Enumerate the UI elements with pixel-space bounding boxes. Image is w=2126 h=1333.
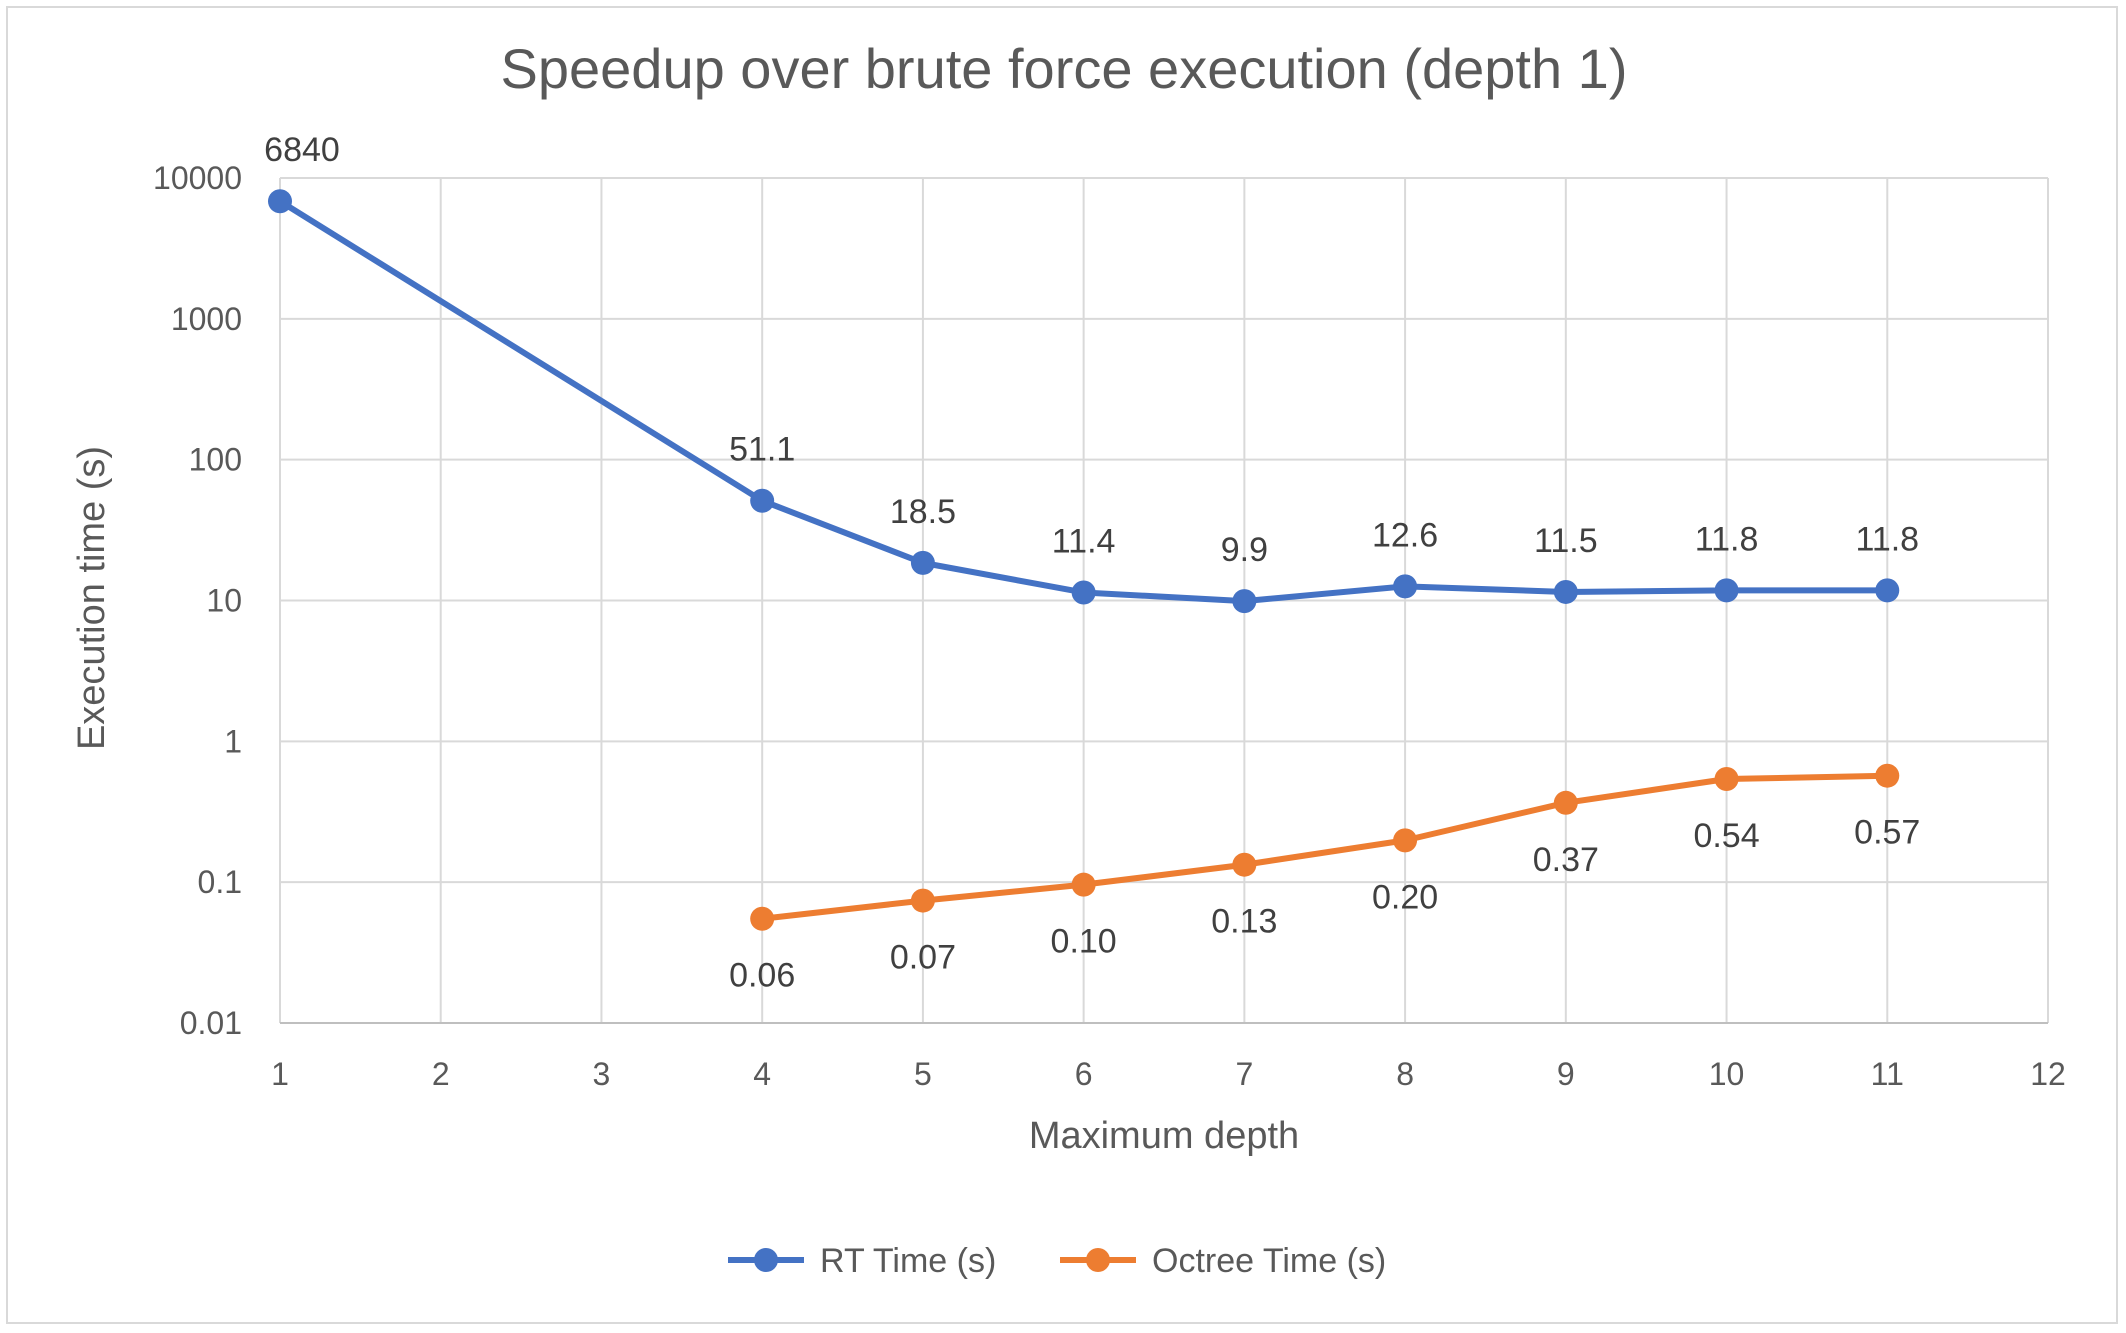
data-label: 51.1 xyxy=(729,431,795,469)
data-label: 11.8 xyxy=(1855,520,1919,558)
y-tick-label: 1000 xyxy=(171,301,242,337)
data-label: 0.13 xyxy=(1211,903,1277,941)
data-label: 0.37 xyxy=(1533,841,1599,879)
legend-swatch-marker xyxy=(1086,1248,1110,1272)
x-tick-label: 3 xyxy=(593,1056,611,1092)
data-point-marker xyxy=(1875,763,1900,788)
x-tick-label: 5 xyxy=(914,1056,932,1092)
legend-item-rt-time: RT Time (s) xyxy=(728,1242,996,1280)
x-tick-label: 4 xyxy=(753,1056,771,1092)
x-tick-label: 2 xyxy=(432,1056,450,1092)
legend-label: RT Time (s) xyxy=(820,1242,996,1280)
grid-lines xyxy=(279,177,2049,1024)
data-label: 0.54 xyxy=(1693,817,1759,855)
data-point-marker xyxy=(750,906,775,931)
data-point-marker xyxy=(1875,578,1900,603)
data-point-marker xyxy=(910,888,935,913)
data-point-marker xyxy=(1714,578,1739,603)
data-label: 11.4 xyxy=(1052,522,1116,560)
legend-label: Octree Time (s) xyxy=(1152,1242,1386,1280)
data-label: 0.20 xyxy=(1372,878,1438,916)
chart-title: Speedup over brute force execution (dept… xyxy=(501,37,1628,100)
y-tick-label: 0.1 xyxy=(198,864,242,900)
series-line-octree-time xyxy=(761,772,1888,922)
legend: RT Time (s) Octree Time (s) xyxy=(728,1242,1386,1280)
data-label: 6840 xyxy=(264,131,340,169)
y-tick-label: 10 xyxy=(206,583,242,619)
data-point-marker xyxy=(1232,852,1257,877)
data-label: 11.8 xyxy=(1695,520,1759,558)
legend-swatch-marker xyxy=(754,1248,778,1272)
x-tick-label: 12 xyxy=(2030,1056,2066,1092)
data-point-marker xyxy=(1393,828,1418,853)
y-tick-label: 0.01 xyxy=(180,1005,242,1041)
data-label: 0.06 xyxy=(729,957,795,995)
data-point-marker xyxy=(1071,580,1096,605)
data-point-marker xyxy=(1714,767,1739,792)
x-axis-title: Maximum depth xyxy=(1029,1115,1299,1157)
data-label: 0.57 xyxy=(1854,814,1920,852)
series-layer xyxy=(268,189,1900,931)
legend-item-octree-time: Octree Time (s) xyxy=(1060,1242,1386,1280)
x-tick-label: 9 xyxy=(1557,1056,1575,1092)
x-tick-label: 11 xyxy=(1871,1056,1904,1092)
x-tick-label: 1 xyxy=(271,1056,289,1092)
labels-layer: 1 2 3 4 5 6 7 8 9 10 11 120.010.1110100100010000684… xyxy=(153,131,2066,1092)
x-tick-label: 7 xyxy=(1235,1056,1253,1092)
data-label: 18.5 xyxy=(890,493,956,531)
data-label: 0.10 xyxy=(1051,923,1117,961)
data-point-marker xyxy=(1393,574,1418,599)
x-tick-label: 6 xyxy=(1075,1056,1093,1092)
x-tick-label: 8 xyxy=(1396,1056,1414,1092)
y-tick-label: 100 xyxy=(189,442,242,478)
x-tick-label: 10 xyxy=(1709,1056,1745,1092)
data-point-marker xyxy=(1071,872,1096,897)
data-point-marker xyxy=(910,550,935,575)
data-point-marker xyxy=(750,488,775,513)
data-point-marker xyxy=(1232,589,1257,614)
chart-svg: 1 2 3 4 5 6 7 8 9 10 11 120.010.1110100100010000684… xyxy=(71,37,2066,1280)
data-point-marker xyxy=(268,189,292,214)
y-tick-label: 1 xyxy=(224,723,242,759)
chart-frame: 1 2 3 4 5 6 7 8 9 10 11 12 0.01 0.1 1 10 100 1000 10000 684… xyxy=(6,6,2118,1324)
data-label: 12.6 xyxy=(1372,516,1438,554)
y-axis-title: Execution time (s) xyxy=(71,446,113,750)
data-label: 0.07 xyxy=(890,939,956,977)
data-point-marker xyxy=(1553,579,1578,604)
y-tick-label: 10000 xyxy=(153,160,242,196)
data-point-marker xyxy=(1553,790,1578,815)
data-label: 9.9 xyxy=(1221,531,1268,569)
data-label: 11.5 xyxy=(1534,522,1598,560)
